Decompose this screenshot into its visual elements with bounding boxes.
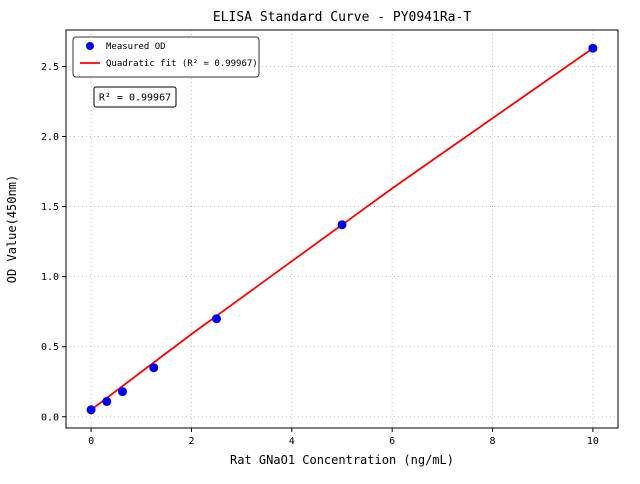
y-tick-label: 0.0	[41, 412, 59, 423]
measured-od-point	[337, 220, 347, 230]
r-squared-annotation: R² = 0.99967	[99, 93, 171, 104]
x-tick-label: 8	[490, 436, 496, 447]
legend-item-label: Measured OD	[106, 42, 166, 52]
x-tick-label: 2	[188, 436, 194, 447]
r-squared-box	[93, 86, 177, 108]
y-tick-label: 1.5	[41, 202, 59, 213]
y-tick-label: 1.0	[41, 272, 59, 283]
measured-od-point	[118, 387, 127, 397]
x-tick-label: 4	[289, 436, 295, 447]
x-tick-label: 10	[587, 436, 599, 447]
measured-od-point	[86, 405, 96, 415]
legend-item-label: Quadratic fit (R² = 0.99967)	[106, 59, 258, 69]
plot-border	[65, 29, 619, 429]
y-tick-label: 2.0	[41, 132, 59, 143]
chart-title: ELISA Standard Curve - PY0941Ra-T	[213, 10, 471, 25]
y-tick-label: 2.5	[41, 62, 59, 73]
measured-od-point	[212, 314, 221, 324]
x-tick-label: 6	[389, 436, 395, 447]
measured-od-point	[102, 396, 112, 406]
y-tick-label: 0.5	[41, 342, 59, 353]
y-axis-label: OD Value(450nm)	[5, 175, 19, 283]
x-axis-label: Rat GNaO1 Concentration (ng/mL)	[230, 453, 454, 467]
legend-marker-circle	[86, 42, 94, 50]
measured-od-point	[588, 43, 598, 53]
legend-box	[72, 36, 260, 78]
measured-od-point	[149, 363, 159, 373]
x-tick-label: 0	[88, 436, 94, 447]
